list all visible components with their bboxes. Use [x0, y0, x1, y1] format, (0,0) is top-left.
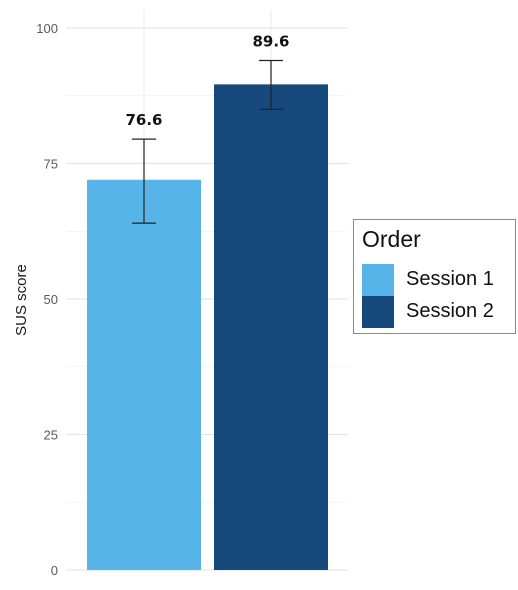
- y-axis-ticks: 0 25 50 75 100: [36, 21, 58, 578]
- y-tick-label: 100: [36, 21, 58, 36]
- legend-swatch-session-2: [362, 296, 394, 328]
- data-labels: 76.6 89.6: [125, 33, 289, 130]
- legend-swatch-session-1: [362, 264, 394, 296]
- bar-session-2: [214, 84, 328, 571]
- y-tick-label: 25: [44, 428, 58, 443]
- error-bars: [132, 59, 283, 224]
- y-tick-label: 50: [44, 292, 58, 307]
- legend: Order Session 1 Session 2: [353, 219, 516, 334]
- legend-title: Order: [362, 226, 421, 252]
- bars: [87, 84, 328, 571]
- legend-label-session-1: Session 1: [406, 268, 494, 290]
- legend-item-session-1: Session 1: [362, 264, 512, 296]
- bar-session-1: [87, 179, 201, 570]
- y-tick-label: 0: [51, 563, 58, 578]
- data-label: 89.6: [252, 33, 289, 51]
- data-label: 76.6: [125, 111, 162, 129]
- y-axis-title: SUS score: [13, 264, 30, 336]
- y-tick-label: 75: [44, 157, 58, 172]
- legend-item-session-2: Session 2: [362, 296, 512, 328]
- legend-label-session-2: Session 2: [406, 300, 494, 322]
